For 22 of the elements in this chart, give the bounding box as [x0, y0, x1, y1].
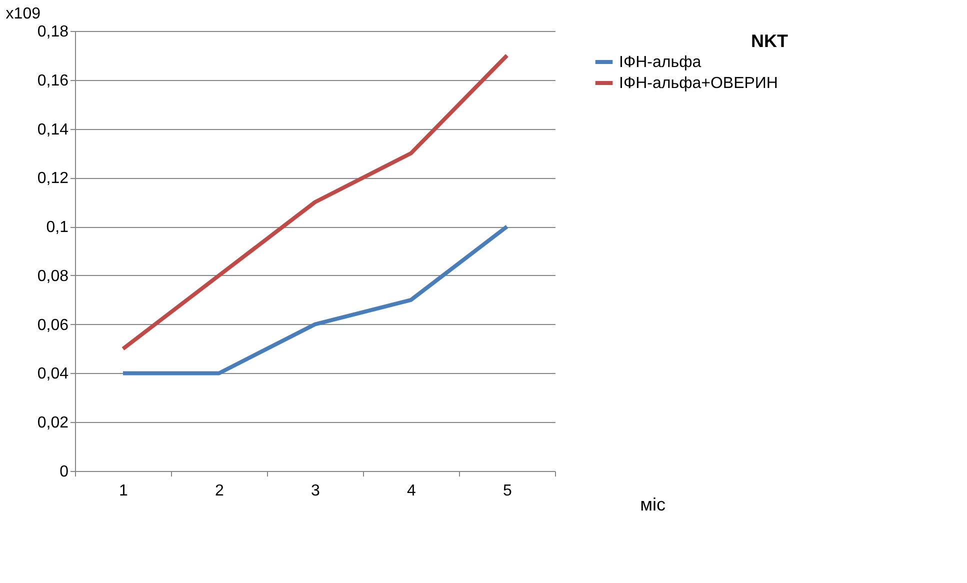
y-tick-label: 0,16	[37, 72, 69, 90]
x-axis-title: міс	[640, 494, 666, 514]
x-tick-label: 2	[215, 482, 224, 500]
y-tick-label: 0,08	[37, 268, 69, 285]
y-tick-label: 0,18	[37, 24, 69, 40]
x-tick-label: 3	[311, 482, 320, 500]
y-axis-title: x109	[6, 6, 41, 22]
y-tick-label: 0,1	[46, 219, 69, 236]
y-tick-label: 0,02	[37, 414, 69, 432]
x-tick-label: 5	[503, 482, 512, 500]
text: NKT	[751, 31, 788, 51]
y-tick-label: 0,04	[37, 366, 69, 383]
line-series	[121, 224, 509, 376]
legend-label: ІФН-альфа	[619, 54, 702, 71]
legend-label: ІФН-альфа+ОВЕРИН	[619, 75, 778, 92]
x-tick-label: 1	[119, 482, 128, 500]
y-tick-label: 0,06	[37, 316, 69, 334]
line-series	[121, 53, 509, 351]
y-tick-label: 0,12	[37, 170, 69, 188]
y-tick-label: 0	[60, 464, 69, 480]
x-tick-label: 4	[407, 482, 416, 500]
y-tick-label: 0,14	[37, 121, 69, 138]
